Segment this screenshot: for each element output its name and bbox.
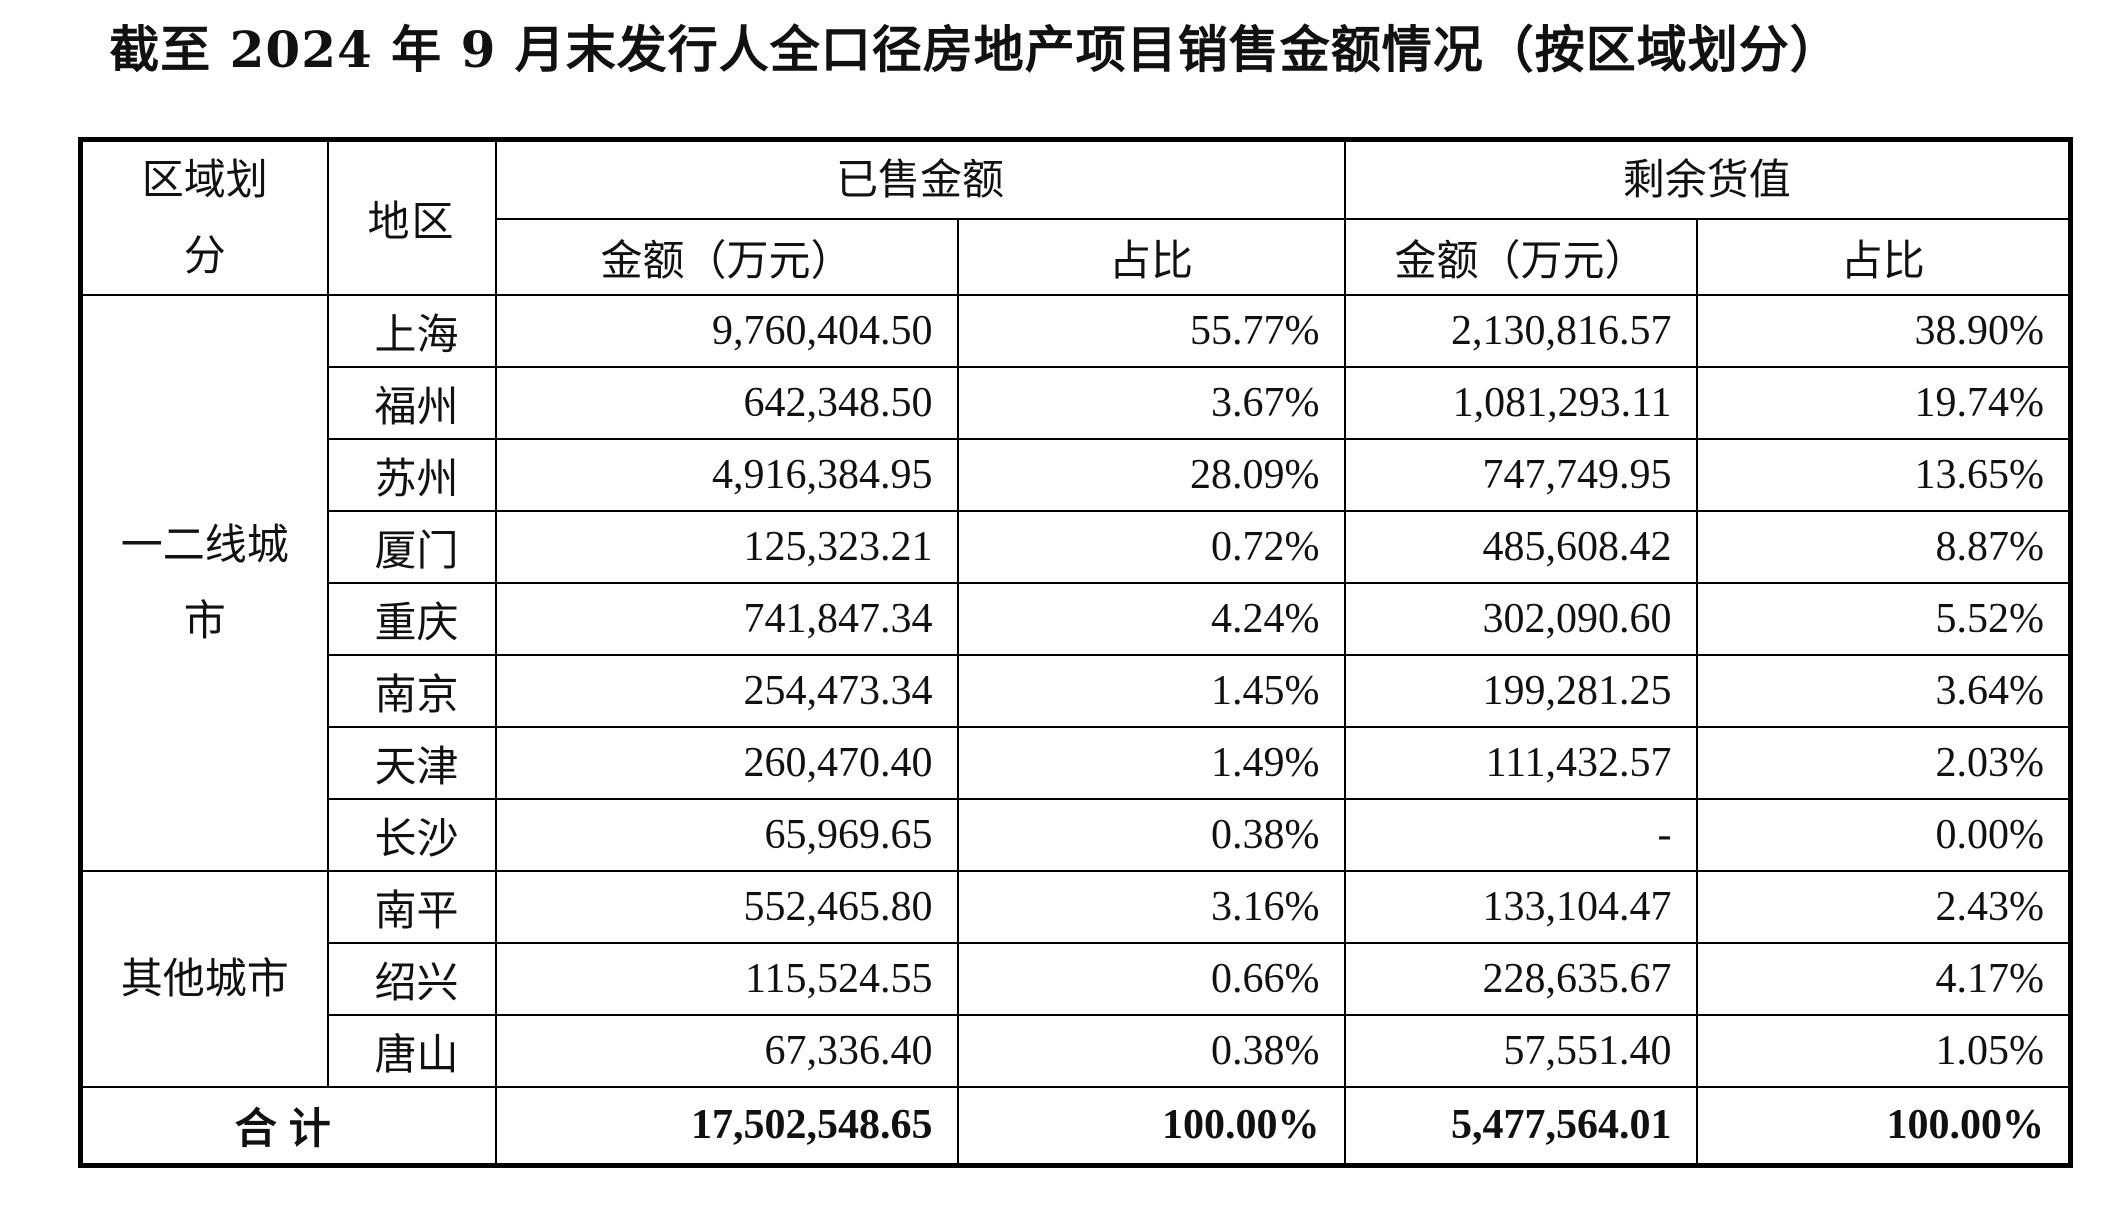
- sold-amount-cell: 67,336.40: [494, 1014, 959, 1088]
- header-sold-group: 已售金额: [494, 138, 1346, 221]
- header-sold-amount: 金额（万元）: [494, 218, 959, 296]
- total-sold-share: 100.00%: [956, 1086, 1346, 1166]
- total-remaining-amount: 5,477,564.01: [1343, 1086, 1698, 1166]
- header-region: 区域划 分: [79, 138, 329, 296]
- total-sold-amount: 17,502,548.65: [494, 1086, 959, 1166]
- remaining-share-cell: 13.65%: [1695, 438, 2072, 512]
- sold-share-cell: 0.72%: [956, 510, 1346, 584]
- total-label: 合计: [79, 1086, 497, 1166]
- area-cell: 南京: [326, 654, 497, 728]
- region-group-label: 一二线城: [120, 520, 289, 569]
- sold-share-cell: 3.67%: [956, 366, 1346, 440]
- remaining-share-cell: 19.74%: [1695, 366, 2072, 440]
- area-cell: 长沙: [326, 798, 497, 872]
- table-row: 其他城市 南平 552,465.80 3.16% 133,104.47 2.43%: [79, 870, 2072, 1088]
- region-group-label: 其他城市: [120, 954, 289, 1003]
- remaining-amount-cell: -: [1343, 798, 1698, 872]
- remaining-share-cell: 8.87%: [1695, 510, 2072, 584]
- area-cell: 福州: [326, 366, 497, 440]
- sold-share-cell: 0.38%: [956, 798, 1346, 872]
- header-sold-share: 占比: [956, 218, 1346, 296]
- remaining-share-cell: 2.03%: [1695, 726, 2072, 800]
- header-area: 地区: [326, 138, 497, 296]
- table-row: 厦门 125,323.21 0.72% 485,608.42 8.87%: [81, 510, 2072, 584]
- remaining-amount-cell: 111,432.57: [1343, 726, 1698, 800]
- remaining-amount-cell: 2,130,816.57: [1343, 294, 1698, 368]
- region-group-cell: 一二线城市: [79, 294, 329, 872]
- remaining-amount-cell: 747,749.95: [1343, 438, 1698, 512]
- remaining-share-cell: 38.90%: [1695, 294, 2072, 368]
- table-row: 重庆 741,847.34 4.24% 302,090.60 5.52%: [81, 582, 2072, 656]
- sold-amount-cell: 741,847.34: [494, 582, 959, 656]
- area-cell: 唐山: [326, 1014, 497, 1088]
- table-row: 福州 642,348.50 3.67% 1,081,293.11 19.74%: [81, 366, 2072, 440]
- sold-amount-cell: 642,348.50: [494, 366, 959, 440]
- header-remaining-amount: 金额（万元）: [1343, 218, 1698, 296]
- total-remaining-share: 100.00%: [1695, 1086, 2072, 1166]
- header-remaining-share: 占比: [1695, 218, 2072, 296]
- table-body: 一二线城市上海 9,760,404.50 55.77% 2,130,816.57 38.…: [79, 294, 2072, 1088]
- sold-share-cell: 3.16%: [956, 870, 1346, 944]
- sold-share-cell: 1.49%: [956, 726, 1346, 800]
- table-row: 南京 254,473.34 1.45% 199,281.25 3.64%: [81, 654, 2072, 728]
- total-row: 合计 17,502,548.65 100.00% 5,477,564.01 10…: [79, 1086, 2072, 1166]
- remaining-amount-cell: 228,635.67: [1343, 942, 1698, 1016]
- remaining-amount-cell: 302,090.60: [1343, 582, 1698, 656]
- sold-amount-cell: 125,323.21: [494, 510, 959, 584]
- table-header: 区域划 分 地区 已售金额 剩余货值 金额（万元） 占比 金额（万元） 占比: [79, 138, 2072, 296]
- header-region-line1: 区域划: [141, 155, 268, 204]
- sold-share-cell: 4.24%: [956, 582, 1346, 656]
- sold-amount-cell: 65,969.65: [494, 798, 959, 872]
- remaining-share-cell: 4.17%: [1695, 942, 2072, 1016]
- table-row: 长沙 65,969.65 0.38% -0.00%: [81, 798, 2072, 872]
- sold-amount-cell: 9,760,404.50: [494, 294, 959, 368]
- table-row: 绍兴 115,524.55 0.66% 228,635.67 4.17%: [81, 942, 2072, 1016]
- area-cell: 南平: [326, 870, 497, 944]
- sold-amount-cell: 254,473.34: [494, 654, 959, 728]
- table-row: 天津 260,470.40 1.49% 111,432.57 2.03%: [81, 726, 2072, 800]
- area-cell: 苏州: [326, 438, 497, 512]
- area-cell: 绍兴: [326, 942, 497, 1016]
- sold-share-cell: 0.38%: [956, 1014, 1346, 1088]
- remaining-share-cell: 5.52%: [1695, 582, 2072, 656]
- remaining-amount-cell: 199,281.25: [1343, 654, 1698, 728]
- region-group-cell: 其他城市: [79, 870, 329, 1088]
- area-cell: 重庆: [326, 582, 497, 656]
- remaining-amount-cell: 1,081,293.11: [1343, 366, 1698, 440]
- sold-share-cell: 1.45%: [956, 654, 1346, 728]
- sold-amount-cell: 260,470.40: [494, 726, 959, 800]
- remaining-amount-cell: 485,608.42: [1343, 510, 1698, 584]
- table-row: 唐山 67,336.40 0.38% 57,551.40 1.05%: [81, 1014, 2072, 1088]
- remaining-share-cell: 2.43%: [1695, 870, 2072, 944]
- area-cell: 上海: [326, 294, 497, 368]
- sales-table: 区域划 分 地区 已售金额 剩余货值 金额（万元） 占比 金额（万元） 占比 一…: [78, 137, 2074, 1168]
- document-title: 截至 2024 年 9 月末发行人全口径房地产项目销售金额情况（按区域划分）: [109, 20, 1841, 79]
- area-cell: 天津: [326, 726, 497, 800]
- sold-share-cell: 55.77%: [956, 294, 1346, 368]
- remaining-share-cell: 3.64%: [1695, 654, 2072, 728]
- sold-amount-cell: 4,916,384.95: [494, 438, 959, 512]
- region-group-label: 市: [183, 596, 226, 645]
- area-cell: 厦门: [326, 510, 497, 584]
- remaining-share-cell: 1.05%: [1695, 1014, 2072, 1088]
- sold-amount-cell: 115,524.55: [494, 942, 959, 1016]
- header-remaining-group: 剩余货值: [1343, 138, 2072, 221]
- table-row: 一二线城市上海 9,760,404.50 55.77% 2,130,816.57 38.…: [79, 294, 2072, 872]
- header-region-line2: 分: [183, 231, 226, 280]
- sold-amount-cell: 552,465.80: [494, 870, 959, 944]
- table-row: 苏州 4,916,384.95 28.09% 747,749.95 13.65%: [81, 438, 2072, 512]
- sold-share-cell: 28.09%: [956, 438, 1346, 512]
- remaining-amount-cell: 133,104.47: [1343, 870, 1698, 944]
- remaining-share-cell: 0.00%: [1695, 798, 2072, 872]
- remaining-amount-cell: 57,551.40: [1343, 1014, 1698, 1088]
- sold-share-cell: 0.66%: [956, 942, 1346, 1016]
